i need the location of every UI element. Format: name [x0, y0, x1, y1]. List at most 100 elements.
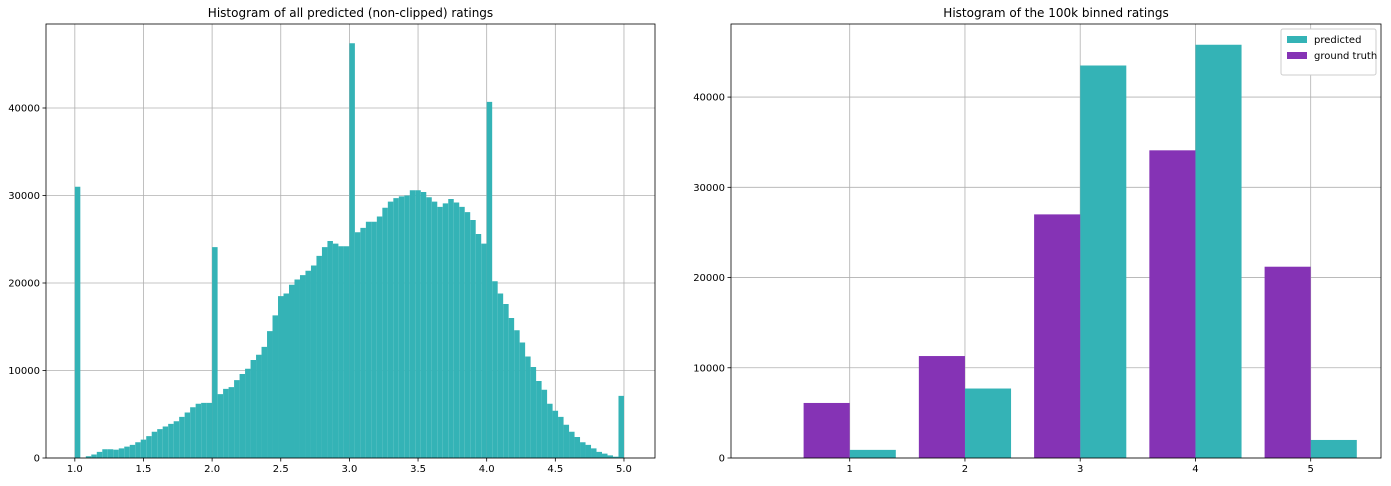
histogram-bar: [448, 199, 454, 458]
legend-swatch: [1287, 52, 1307, 59]
histogram-bar: [503, 304, 509, 458]
histogram-bar: [288, 284, 295, 458]
chart-title: Histogram of all predicted (non-clipped)…: [208, 6, 493, 20]
histogram-bar: [360, 227, 366, 458]
bar: [1149, 150, 1196, 458]
histogram-bar: [371, 221, 377, 458]
histogram-bar: [453, 202, 460, 458]
histogram-bar: [420, 192, 427, 458]
histogram-bar: [294, 279, 300, 458]
histogram-bar: [228, 387, 235, 458]
x-tick-label: 1.0: [67, 464, 83, 475]
histogram-bar: [558, 416, 564, 458]
histogram-bar: [365, 221, 372, 458]
histogram-bar: [239, 374, 246, 458]
y-tick-label: 40000: [693, 93, 725, 104]
histogram-bar: [382, 207, 388, 458]
x-tick-label: 2: [962, 464, 968, 475]
x-tick-label: 1.5: [136, 464, 152, 475]
histogram-bar: [387, 201, 394, 458]
histogram-bar: [118, 448, 125, 458]
histogram-bar: [607, 455, 613, 458]
histogram-bar: [464, 212, 471, 458]
histogram-bar: [602, 453, 608, 458]
histogram-bar: [404, 195, 410, 458]
x-tick-label: 3.0: [341, 464, 357, 475]
y-tick-label: 40000: [8, 104, 40, 115]
histogram-bar: [327, 241, 333, 458]
x-tick-label: 4.0: [479, 464, 495, 475]
histogram-bar: [431, 201, 438, 458]
histogram-bar: [530, 367, 537, 458]
marks: [74, 43, 624, 458]
histogram-bar: [343, 246, 350, 458]
histogram-bar: [552, 410, 559, 458]
histogram-bar: [85, 456, 92, 458]
y-tick-label: 0: [34, 454, 40, 465]
y-tick-label: 10000: [8, 366, 40, 377]
bar: [849, 449, 896, 458]
histogram-bar: [245, 368, 251, 458]
histogram-bar: [201, 402, 207, 458]
y-tick-label: 0: [719, 454, 725, 465]
axes-frame: [45, 23, 656, 459]
x-tick-label: 4.5: [547, 464, 563, 475]
x-tick-label: 2.0: [204, 464, 220, 475]
histogram-bar: [415, 190, 421, 458]
histogram-bar: [486, 101, 493, 458]
chart-title: Histogram of the 100k binned ratings: [943, 6, 1168, 20]
x-tick-label: 2.5: [273, 464, 289, 475]
histogram-bar: [272, 315, 279, 458]
histogram-bar: [113, 449, 119, 458]
histogram-bar: [398, 196, 405, 458]
histogram-bar: [256, 354, 262, 458]
histogram-bar: [481, 243, 487, 458]
histogram-bar: [442, 203, 449, 458]
histogram-bar: [547, 403, 553, 458]
histogram-bar: [299, 275, 306, 458]
histogram-bar: [173, 421, 180, 458]
histogram-bar: [151, 431, 158, 458]
histogram-bar: [585, 444, 592, 458]
histogram-bar: [580, 442, 586, 458]
histogram-bar: [212, 247, 218, 458]
histogram-bar: [349, 43, 355, 458]
histogram-bar: [190, 407, 196, 458]
y-tick-label: 30000: [693, 183, 725, 194]
x-tick-label: 1: [847, 464, 853, 475]
histogram-bar: [525, 356, 531, 458]
histogram-bar: [354, 232, 361, 458]
histogram-bar: [437, 206, 443, 458]
histogram-bar: [321, 247, 328, 458]
histogram-bar: [157, 429, 163, 458]
histogram-bar: [497, 293, 504, 458]
legend-label: ground truth: [1314, 51, 1377, 62]
histogram-bar: [459, 206, 465, 458]
histogram-bar: [338, 246, 344, 458]
histogram-bar: [74, 186, 81, 458]
bar: [1310, 439, 1357, 458]
x-tick-label: 4: [1192, 464, 1198, 475]
x-tick-label: 3.5: [410, 464, 426, 475]
bar: [1195, 44, 1242, 459]
histogram-bar: [519, 342, 526, 458]
histogram-bar: [261, 346, 268, 458]
histogram-bar: [393, 198, 399, 458]
histogram-bar: [569, 431, 575, 458]
histogram-bar: [168, 423, 174, 458]
histogram-bar: [102, 449, 108, 458]
bar: [1080, 65, 1127, 459]
histogram-bar: [514, 330, 520, 458]
histogram-bar: [475, 234, 482, 458]
histogram-bar: [140, 439, 147, 458]
marks: [803, 44, 1357, 459]
histogram-bar: [310, 265, 317, 458]
y-tick-label: 10000: [693, 363, 725, 374]
histogram-bar: [541, 389, 548, 458]
histogram-bar: [618, 395, 624, 458]
histogram-bar: [217, 394, 224, 458]
x-tick-label: 5: [1308, 464, 1314, 475]
histogram-bar: [283, 293, 289, 458]
histogram-bar: [332, 243, 339, 458]
